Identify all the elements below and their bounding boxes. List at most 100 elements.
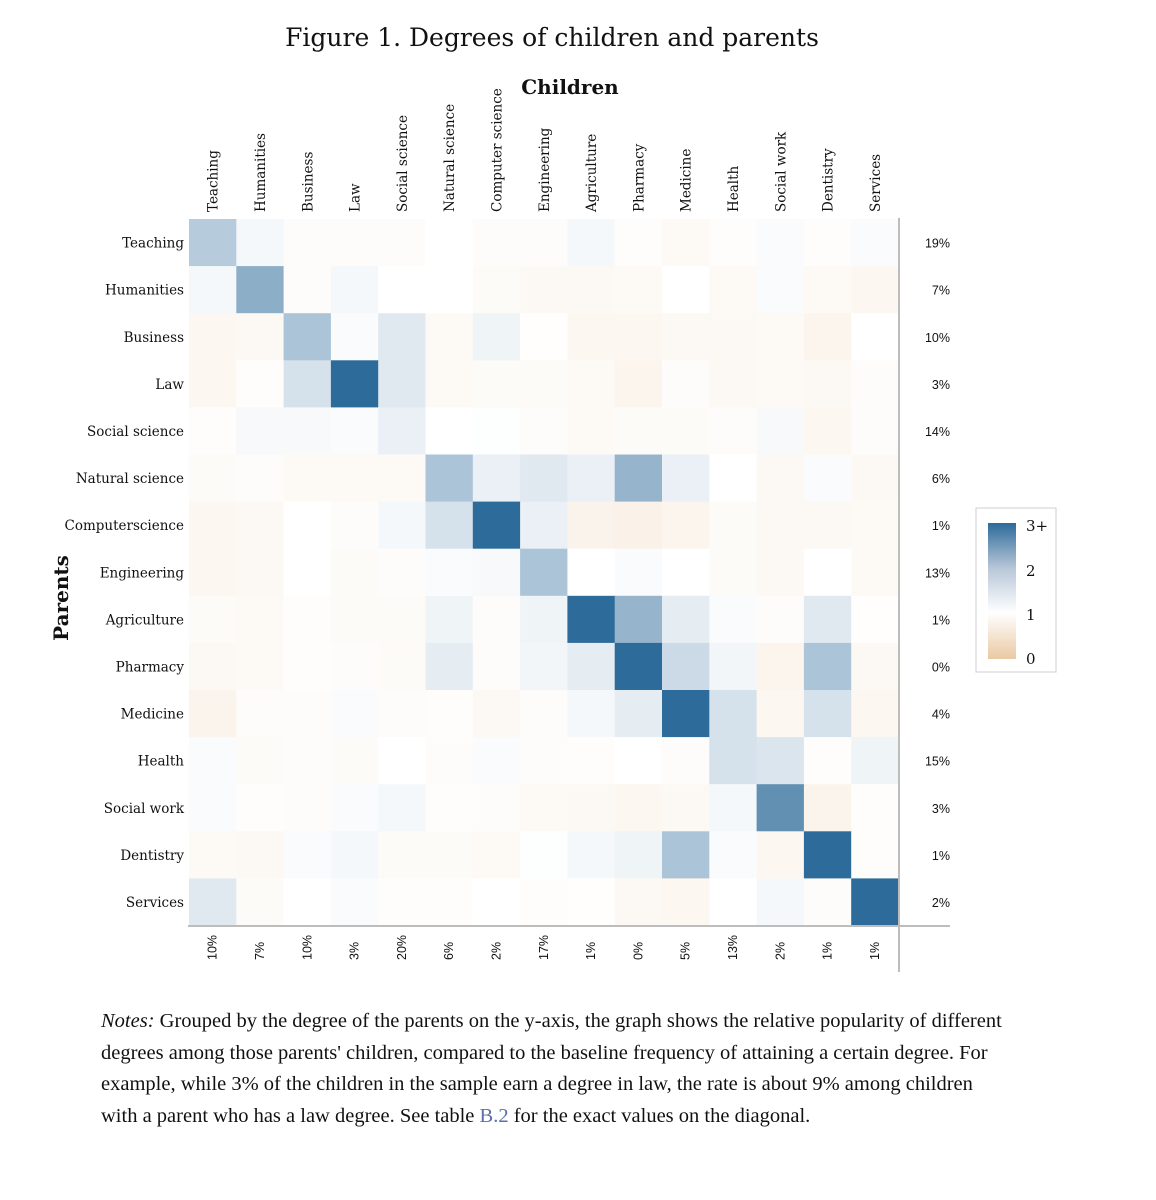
heatmap-cell <box>803 313 852 361</box>
heatmap-cell <box>851 878 900 927</box>
row-share: 6% <box>932 472 950 486</box>
heatmap-cell <box>283 784 332 832</box>
heatmap-cell <box>520 407 568 456</box>
heatmap-cell <box>378 454 427 503</box>
heatmap-cell <box>803 501 852 550</box>
heatmap-cell <box>330 548 379 597</box>
heatmap-cell <box>851 595 900 644</box>
row-share: 1% <box>932 613 950 627</box>
row-label: Humanities <box>105 283 184 299</box>
heatmap-cell <box>330 266 379 314</box>
heatmap-cell <box>283 407 332 456</box>
heatmap-cell <box>567 642 616 691</box>
heatmap-cell <box>189 737 237 785</box>
heatmap-cell <box>851 360 900 408</box>
column-label: Engineering <box>537 127 553 212</box>
row-label: Health <box>138 754 185 770</box>
heatmap-cell <box>709 313 758 361</box>
heatmap-cell <box>662 878 710 927</box>
row-label: Agriculture <box>105 612 184 628</box>
heatmap-cell <box>189 219 237 267</box>
heatmap-cell <box>236 595 285 644</box>
heatmap-cell <box>662 313 710 361</box>
heatmap-cell <box>283 690 332 738</box>
heatmap-cell <box>330 454 379 503</box>
heatmap-cell <box>803 454 852 503</box>
x-axis-title: Children <box>521 75 619 99</box>
heatmap-cell <box>614 831 663 879</box>
heatmap-cell <box>803 737 852 785</box>
column-share: 7% <box>253 942 267 960</box>
heatmap-cell <box>803 219 852 267</box>
heatmap-cell <box>567 219 616 267</box>
column-label: Computer science <box>489 88 505 212</box>
heatmap-cell <box>472 219 521 267</box>
heatmap-cell <box>851 831 900 879</box>
heatmap-cell <box>567 737 616 785</box>
heatmap-cell <box>189 407 237 456</box>
heatmap-cell <box>283 548 332 597</box>
heatmap-cell <box>236 784 285 832</box>
heatmap-cell <box>472 784 521 832</box>
table-reference-link[interactable]: B.2 <box>479 1104 509 1127</box>
heatmap-cell <box>189 642 237 691</box>
heatmap-cell <box>283 831 332 879</box>
heatmap-cell <box>330 313 379 361</box>
heatmap-cell <box>614 219 663 267</box>
heatmap-cell <box>851 407 900 456</box>
column-label: Social science <box>395 115 411 212</box>
column-label: Dentistry <box>821 148 837 212</box>
notes-text-end: for the exact values on the diagonal. <box>508 1104 811 1127</box>
heatmap-cell <box>472 501 521 550</box>
heatmap-cell <box>803 548 852 597</box>
heatmap-cell <box>614 313 663 361</box>
heatmap-cell <box>520 501 568 550</box>
heatmap-cell <box>756 548 805 597</box>
row-share: 15% <box>925 755 950 769</box>
row-label: Computerscience <box>64 518 184 534</box>
heatmap-cell <box>283 313 332 361</box>
heatmap-cell <box>662 407 710 456</box>
heatmap-cell <box>709 360 758 408</box>
heatmap-cell <box>756 878 805 927</box>
heatmap-cell <box>520 548 568 597</box>
heatmap-cell <box>614 501 663 550</box>
heatmap-cell <box>614 266 663 314</box>
heatmap-cell <box>378 784 427 832</box>
heatmap-cell <box>709 878 758 927</box>
row-share: 10% <box>925 331 950 345</box>
heatmap-cell <box>709 831 758 879</box>
heatmap-cell <box>425 407 474 456</box>
heatmap-cell <box>425 784 474 832</box>
heatmap-cell <box>803 878 852 927</box>
heatmap-cell <box>520 784 568 832</box>
heatmap-cell <box>236 831 285 879</box>
legend-tick-label: 2 <box>1026 562 1036 580</box>
heatmap-cell <box>425 878 474 927</box>
heatmap-cell <box>330 407 379 456</box>
heatmap-cell <box>378 548 427 597</box>
row-label: Business <box>124 330 184 346</box>
heatmap-cell <box>803 266 852 314</box>
heatmap-cell <box>803 595 852 644</box>
heatmap-cell <box>709 407 758 456</box>
heatmap-figure: Figure 1. Degrees of children and parent… <box>49 23 1057 972</box>
heatmap-cell <box>425 831 474 879</box>
heatmap-cell <box>189 831 237 879</box>
column-share: 1% <box>584 942 598 960</box>
heatmap-cell <box>567 878 616 927</box>
column-share: 2% <box>773 942 787 960</box>
heatmap-cell <box>567 548 616 597</box>
heatmap-cell <box>756 737 805 785</box>
heatmap-cell <box>236 219 285 267</box>
heatmap-cell <box>851 690 900 738</box>
row-label: Natural science <box>76 471 184 487</box>
heatmap-cell <box>662 548 710 597</box>
heatmap-cell <box>520 690 568 738</box>
heatmap-cell <box>330 784 379 832</box>
heatmap-cell <box>425 595 474 644</box>
heatmap-cell <box>662 595 710 644</box>
heatmap-cell <box>472 831 521 879</box>
column-label: Natural science <box>442 104 458 212</box>
legend-gradient <box>988 523 1016 659</box>
